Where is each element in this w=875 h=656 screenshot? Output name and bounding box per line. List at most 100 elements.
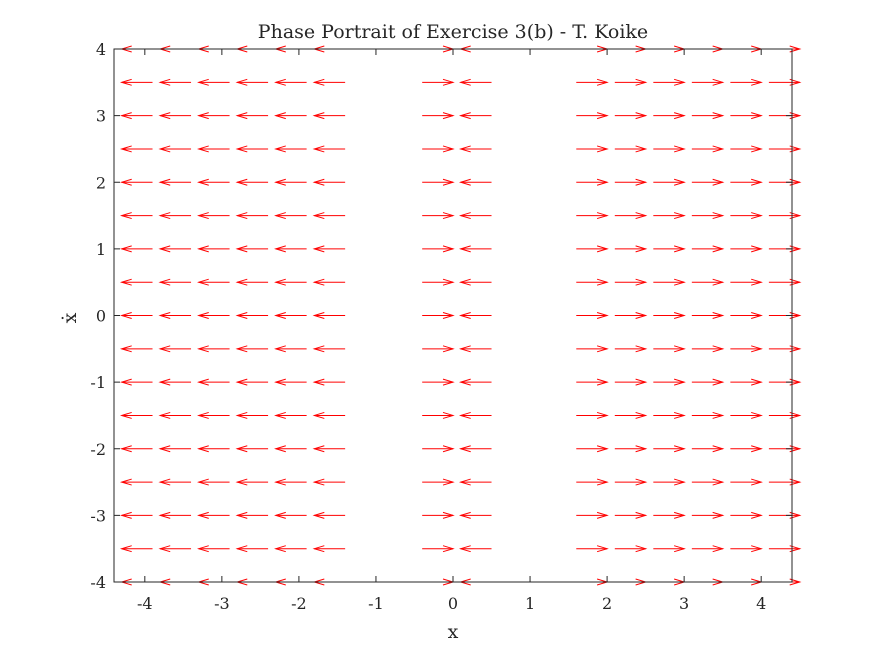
quiver-arrow	[768, 545, 802, 553]
quiver-arrow	[653, 411, 686, 419]
quiver-arrow	[422, 245, 455, 253]
quiver-arrow	[691, 345, 725, 353]
quiver-arrow	[614, 511, 648, 519]
quiver-arrow	[458, 145, 492, 153]
quiver-arrow	[458, 178, 492, 186]
quiver-arrow	[119, 278, 153, 286]
quiver-arrow	[422, 145, 455, 153]
quiver-arrow	[274, 78, 307, 86]
y-tick-label: -1	[90, 373, 106, 392]
y-tick-label: 0	[96, 307, 106, 326]
y-tick-labels: -4 -3 -2 -1 0 1 2 3 4	[90, 40, 106, 592]
quiver-arrow	[576, 245, 609, 253]
quiver-arrow	[768, 312, 802, 319]
quiver-arrow	[653, 545, 686, 553]
quiver-arrow	[730, 445, 763, 453]
x-axis-label: x	[448, 621, 459, 643]
quiver-arrow	[768, 445, 802, 453]
quiver-arrow	[235, 478, 269, 486]
quiver-arrow	[458, 478, 492, 486]
quiver-arrow	[274, 212, 307, 220]
quiver-arrow	[653, 112, 686, 120]
quiver-arrow	[197, 145, 230, 153]
quiver-arrow	[458, 245, 492, 253]
quiver-arrow	[422, 78, 455, 86]
quiver-arrow	[119, 411, 153, 419]
quiver-arrow	[691, 145, 725, 153]
quiver-arrow	[458, 445, 492, 453]
quiver-arrow	[422, 345, 455, 353]
quiver-arrow	[274, 378, 307, 386]
quiver-arrow	[576, 445, 609, 453]
quiver-arrow	[119, 178, 153, 186]
y-tick-label: 4	[96, 40, 106, 59]
quiver-arrow	[653, 278, 686, 286]
quiver-arrow	[614, 312, 648, 319]
quiver-arrow	[274, 278, 307, 286]
quiver-arrow	[691, 212, 725, 220]
quiver-arrow	[691, 278, 725, 286]
quiver-arrow	[576, 378, 609, 386]
quiver-arrow	[197, 478, 230, 486]
quiver-arrow	[691, 312, 725, 319]
quiver-arrow	[458, 378, 492, 386]
quiver-arrow	[119, 212, 153, 220]
quiver-arrow	[653, 345, 686, 353]
quiver-arrow	[422, 278, 455, 286]
quiver-arrow	[730, 511, 763, 519]
quiver-arrow	[691, 112, 725, 120]
quiver-arrow	[158, 378, 192, 386]
quiver-arrow	[119, 378, 153, 386]
quiver-arrow	[458, 511, 492, 519]
quiver-arrow	[235, 78, 269, 86]
x-tick-label: 2	[602, 594, 612, 613]
quiver-arrow	[158, 511, 192, 519]
quiver-arrow	[691, 511, 725, 519]
quiver-arrow	[422, 178, 455, 186]
quiver-arrow	[422, 511, 455, 519]
quiver-arrows	[119, 45, 802, 586]
quiver-arrow	[312, 212, 346, 220]
quiver-arrow	[119, 478, 153, 486]
quiver-arrow	[197, 278, 230, 286]
quiver-arrow	[422, 112, 455, 120]
quiver-arrow	[576, 478, 609, 486]
quiver-arrow	[458, 345, 492, 353]
quiver-arrow	[197, 245, 230, 253]
quiver-arrow	[653, 478, 686, 486]
quiver-arrow	[653, 245, 686, 253]
quiver-arrow	[119, 112, 153, 120]
quiver-arrow	[119, 511, 153, 519]
quiver-arrow	[576, 312, 609, 319]
quiver-arrow	[312, 245, 346, 253]
quiver-arrow	[730, 378, 763, 386]
quiver-arrow	[653, 378, 686, 386]
quiver-arrow	[312, 445, 346, 453]
quiver-arrow	[576, 178, 609, 186]
x-tick-label: 1	[525, 594, 535, 613]
quiver-arrow	[235, 278, 269, 286]
quiver-arrow	[576, 345, 609, 353]
quiver-arrow	[576, 145, 609, 153]
quiver-arrow	[614, 78, 648, 86]
quiver-arrow	[158, 145, 192, 153]
quiver-arrow	[235, 245, 269, 253]
x-tick-label: -1	[368, 594, 384, 613]
quiver-arrow	[768, 278, 802, 286]
quiver-arrow	[312, 178, 346, 186]
quiver-arrow	[119, 78, 153, 86]
quiver-arrow	[653, 445, 686, 453]
quiver-arrow	[730, 278, 763, 286]
quiver-arrow	[691, 478, 725, 486]
quiver-arrow	[730, 245, 763, 253]
quiver-arrow	[197, 345, 230, 353]
quiver-arrow	[691, 78, 725, 86]
quiver-arrow	[730, 411, 763, 419]
quiver-arrow	[158, 278, 192, 286]
quiver-arrow	[422, 545, 455, 553]
quiver-arrow	[730, 112, 763, 120]
quiver-arrow	[458, 411, 492, 419]
quiver-arrow	[576, 278, 609, 286]
x-tick-label: 0	[448, 594, 458, 613]
quiver-arrow	[235, 411, 269, 419]
